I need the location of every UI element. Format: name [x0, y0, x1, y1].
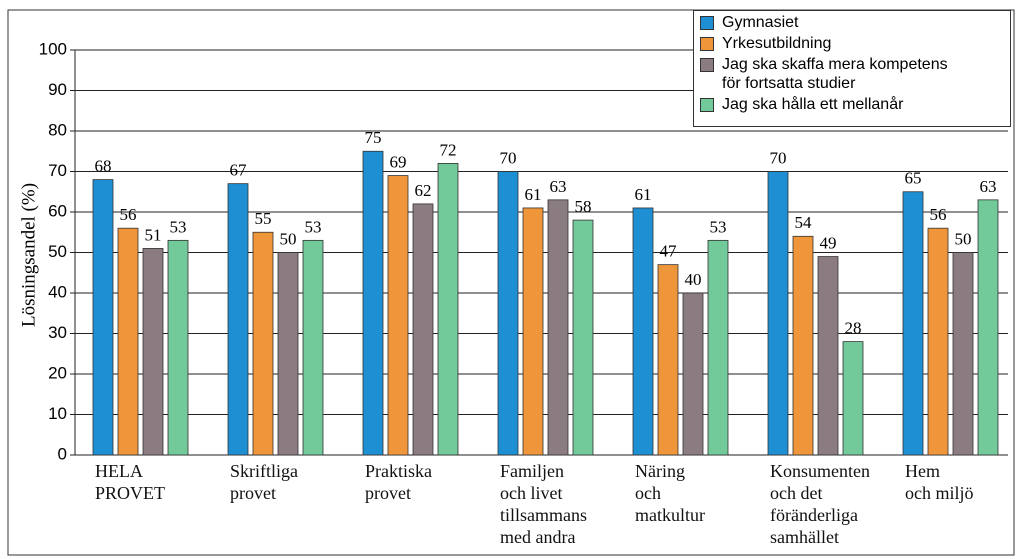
bar: [547, 199, 569, 456]
bar: [522, 207, 544, 456]
legend-item: Gymnasiet: [700, 13, 1004, 32]
bar: [572, 219, 594, 456]
legend-swatch: [700, 16, 714, 30]
value-label: 53: [710, 217, 727, 236]
value-label: 58: [575, 197, 592, 216]
value-label: 61: [635, 185, 652, 204]
value-label: 54: [795, 213, 813, 232]
legend-item: Yrkesutbildning: [700, 34, 1004, 53]
value-label: 49: [820, 233, 837, 252]
value-label: 47: [660, 242, 678, 261]
bar: [362, 150, 384, 456]
y-tick-label: 80: [48, 120, 67, 139]
bar: [817, 256, 839, 456]
bar: [657, 264, 679, 456]
y-tick-label: 100: [39, 39, 67, 58]
value-label: 63: [980, 177, 997, 196]
bar: [252, 231, 274, 456]
bar: [227, 183, 249, 456]
y-tick-label: 90: [48, 80, 67, 99]
bar: [632, 207, 654, 456]
value-label: 70: [500, 148, 517, 167]
y-tick-label: 60: [48, 201, 67, 220]
value-label: 40: [685, 270, 702, 289]
bar: [437, 162, 459, 456]
value-label: 53: [305, 217, 322, 236]
y-tick-label: 30: [48, 323, 67, 342]
value-label: 65: [905, 169, 922, 188]
y-tick-label: 50: [48, 242, 67, 261]
bar: [977, 199, 999, 456]
value-label: 63: [550, 177, 567, 196]
bar: [497, 171, 519, 456]
value-label: 53: [170, 217, 187, 236]
legend-item: Jag ska hålla ett mellanår: [700, 95, 1004, 114]
bar: [387, 175, 409, 456]
bar: [767, 171, 789, 456]
value-label: 28: [845, 319, 862, 338]
x-tick-label: Familjen och livet tillsammans med andra: [500, 461, 587, 547]
y-axis-label: Lösningsandel (%): [18, 183, 39, 327]
bar: [707, 239, 729, 456]
value-label: 70: [770, 148, 787, 167]
value-label: 56: [930, 205, 947, 224]
bar: [142, 248, 164, 456]
legend-swatch: [700, 37, 714, 51]
bar: [92, 179, 114, 456]
x-tick-label: Skriftliga provet: [230, 461, 298, 503]
value-label: 68: [95, 157, 112, 176]
y-tick-label: 10: [48, 404, 67, 423]
legend-swatch: [700, 98, 714, 112]
y-tick-label: 0: [58, 444, 67, 463]
legend-label: Jag ska skaffa mera kompetens för fortsa…: [722, 56, 948, 92]
value-label: 72: [440, 140, 457, 159]
value-label: 55: [255, 209, 272, 228]
bar: [792, 235, 814, 456]
value-label: 69: [390, 152, 407, 171]
bar: [117, 227, 139, 456]
bar: [902, 191, 924, 456]
x-tick-label: Praktiska provet: [365, 461, 432, 503]
legend-label: Jag ska hålla ett mellanår: [722, 96, 904, 113]
value-label: 50: [280, 229, 297, 248]
legend-label: Yrkesutbildning: [722, 35, 832, 52]
value-label: 51: [145, 225, 162, 244]
value-label: 62: [415, 181, 432, 200]
y-tick-label: 40: [48, 282, 67, 301]
y-tick-label: 20: [48, 363, 67, 382]
frame: [7, 9, 1015, 556]
bar: [302, 239, 324, 456]
bar: [842, 341, 864, 456]
x-tick-label: Hem och miljö: [905, 461, 974, 503]
value-label: 75: [365, 128, 382, 147]
bar: [412, 203, 434, 456]
bar: [927, 227, 949, 456]
legend-swatch: [700, 58, 714, 72]
legend-label: Gymnasiet: [722, 14, 799, 31]
legend-item: Jag ska skaffa mera kompetens för fortsa…: [700, 55, 1004, 93]
x-tick-label: HELA PROVET: [95, 461, 166, 503]
bar: [682, 292, 704, 456]
bar: [952, 252, 974, 456]
y-tick-label: 70: [48, 161, 67, 180]
bar: [167, 239, 189, 456]
legend: Gymnasiet Yrkesutbildning Jag ska skaffa m…: [693, 10, 1011, 127]
value-label: 56: [120, 205, 137, 224]
value-label: 50: [955, 229, 972, 248]
value-label: 61: [525, 185, 542, 204]
bar: [277, 252, 299, 456]
value-label: 67: [230, 161, 248, 180]
x-tick-label: Näring och matkultur: [635, 461, 705, 525]
x-tick-label: Konsumenten och det föränderliga samhäll…: [770, 461, 870, 547]
